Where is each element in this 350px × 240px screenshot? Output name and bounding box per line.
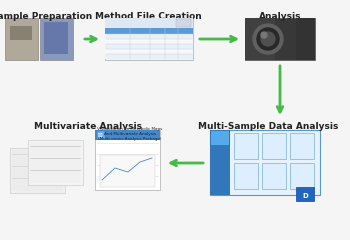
FancyBboxPatch shape xyxy=(210,130,230,195)
FancyBboxPatch shape xyxy=(95,130,160,140)
FancyBboxPatch shape xyxy=(105,18,193,60)
FancyBboxPatch shape xyxy=(234,133,258,159)
FancyBboxPatch shape xyxy=(105,44,193,49)
FancyBboxPatch shape xyxy=(105,34,193,39)
Text: Sample Preparation: Sample Preparation xyxy=(0,12,93,21)
FancyBboxPatch shape xyxy=(290,133,314,159)
FancyBboxPatch shape xyxy=(10,26,32,40)
Text: Analysis: Analysis xyxy=(259,12,301,21)
FancyBboxPatch shape xyxy=(97,131,105,139)
FancyBboxPatch shape xyxy=(105,49,193,54)
FancyBboxPatch shape xyxy=(95,130,160,190)
Text: Visualization on Metabolic Maps
And Multivariate Analysis
(Multi-omics Analysis : Visualization on Metabolic Maps And Mult… xyxy=(97,127,163,141)
FancyBboxPatch shape xyxy=(296,187,314,201)
FancyBboxPatch shape xyxy=(296,18,315,60)
FancyBboxPatch shape xyxy=(28,140,83,185)
FancyBboxPatch shape xyxy=(10,148,65,193)
FancyBboxPatch shape xyxy=(5,18,38,60)
FancyBboxPatch shape xyxy=(12,150,63,191)
FancyBboxPatch shape xyxy=(176,19,191,27)
FancyBboxPatch shape xyxy=(40,18,73,60)
FancyBboxPatch shape xyxy=(234,163,258,189)
Circle shape xyxy=(257,28,279,50)
FancyBboxPatch shape xyxy=(30,142,81,183)
Text: Multi-Sample Data Analysis: Multi-Sample Data Analysis xyxy=(198,122,338,131)
FancyBboxPatch shape xyxy=(210,130,320,195)
FancyBboxPatch shape xyxy=(290,163,314,189)
Circle shape xyxy=(261,32,267,38)
FancyBboxPatch shape xyxy=(105,39,193,44)
FancyBboxPatch shape xyxy=(262,133,286,159)
FancyBboxPatch shape xyxy=(262,163,286,189)
FancyBboxPatch shape xyxy=(211,131,229,145)
FancyBboxPatch shape xyxy=(105,28,193,34)
FancyBboxPatch shape xyxy=(105,54,193,59)
Circle shape xyxy=(253,24,283,54)
FancyBboxPatch shape xyxy=(245,18,315,60)
Circle shape xyxy=(261,32,275,46)
FancyBboxPatch shape xyxy=(245,18,275,60)
Text: ✉: ✉ xyxy=(98,133,102,138)
Text: Multivariate Analysis: Multivariate Analysis xyxy=(34,122,142,131)
Text: Method File Creation: Method File Creation xyxy=(94,12,201,21)
FancyBboxPatch shape xyxy=(105,18,193,28)
FancyBboxPatch shape xyxy=(44,22,68,54)
Text: D: D xyxy=(302,193,308,199)
FancyBboxPatch shape xyxy=(100,155,155,187)
